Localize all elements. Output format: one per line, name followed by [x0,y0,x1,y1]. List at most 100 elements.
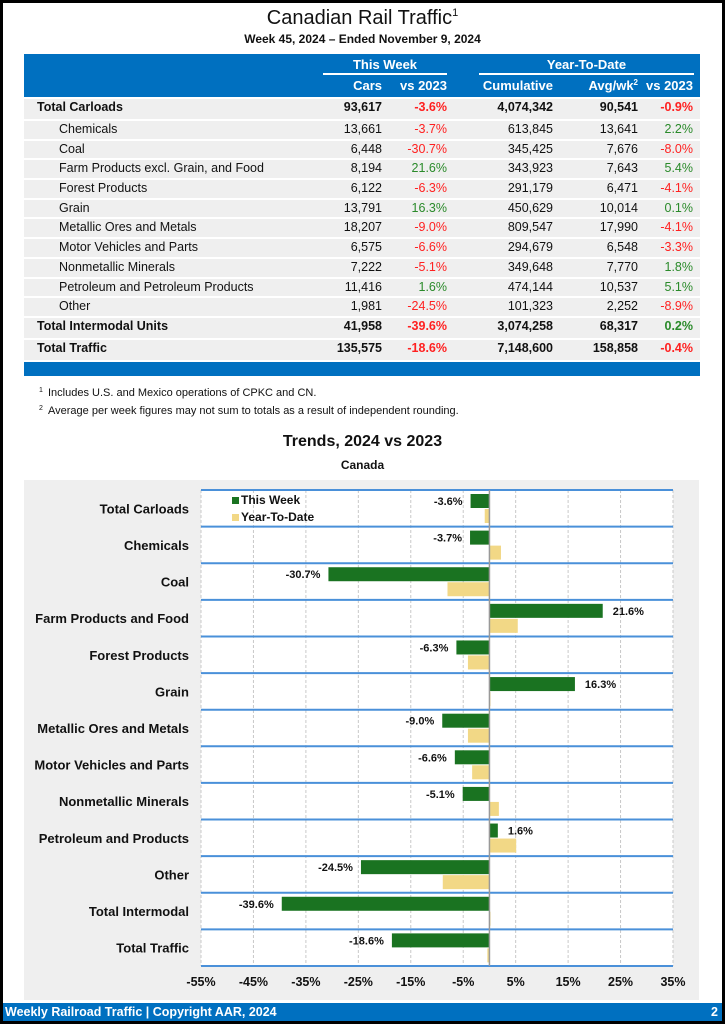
cell-ytd-vs2023: 0.1% [664,200,694,215]
title-footnote-mark: 1 [452,7,459,19]
bar-this-week [489,677,575,692]
cell-avgwk: 7,643 [606,161,638,176]
x-tick-label: 5% [507,975,525,989]
page-number: 2 [711,1005,718,1019]
bar-this-week [360,860,490,875]
bar-ytd [489,801,499,816]
cell-cumulative: 450,629 [507,200,553,215]
cell-cumulative: 474,144 [507,279,553,294]
cell-ytd-vs2023: -0.9% [660,100,693,114]
data-label: -6.6% [418,752,447,764]
bar-this-week [328,567,490,582]
x-tick-label: 25% [608,975,633,989]
data-label: 21.6% [613,606,644,618]
cell-avgwk: 2,252 [606,299,638,314]
category-label: Total Carloads [100,501,189,516]
row-label: Coal [59,141,85,156]
legend-swatch-ytd [232,514,239,521]
bar-this-week [281,896,490,911]
group-ytd-label: Year-To-Date [546,57,627,72]
data-label: -9.0% [405,716,434,728]
footnote-1: 1 Includes U.S. and Mexico operations of … [39,387,316,399]
legend-label-this-week: This Week [241,493,300,507]
cell-cumulative: 3,074,258 [497,318,553,333]
cell-avgwk: 90,541 [599,100,638,114]
footer-bar: Weekly Railroad Traffic | Copyright AAR,… [3,1003,722,1021]
row-label: Total Carloads [37,100,123,114]
row-label: Chemicals [59,122,118,136]
cell-cumulative: 613,845 [507,122,553,136]
category-label: Forest Products [89,648,189,663]
bar-this-week [391,933,490,948]
table-row: Motor Vehicles and Parts 6,575 -6.6% 294,67… [24,237,700,257]
x-tick-label: -35% [291,975,320,989]
cell-cumulative: 291,179 [507,181,553,196]
table-row: Nonmetallic Minerals 7,222 -5.1% 349,648 7,7… [24,256,700,277]
cell-vs2023: -39.6% [407,318,447,333]
footer-copyright: Weekly Railroad Traffic | Copyright AAR,… [5,1005,277,1019]
data-label: -5.1% [426,789,455,801]
table-row: Total Carloads 93,617 -3.6% 4,074,342 90,541… [24,97,700,119]
col-cars: Cars [353,78,382,93]
category-label: Total Intermodal [89,904,189,919]
cell-cars: 135,575 [336,340,382,355]
bar-this-week [454,750,490,765]
x-tick-label: -55% [186,975,215,989]
table-row: Petroleum and Petroleum Products 11,416 1.… [24,276,700,297]
chart-subtitle: Canada [340,458,385,472]
category-label: Other [154,867,189,882]
bar-ytd [467,728,490,743]
cell-vs2023: 16.3% [411,200,447,215]
cell-vs2023: -30.7% [407,141,447,156]
data-label: -24.5% [318,862,353,874]
cell-cumulative: 4,074,342 [497,100,553,114]
table-row: Forest Products 6,122 -6.3% 291,179 6,471 -4.… [24,178,700,198]
bar-this-week [442,713,490,728]
cell-ytd-vs2023: -3.3% [660,240,693,255]
cell-ytd-vs2023: 0.2% [664,318,694,333]
cell-avgwk: 13,641 [599,122,638,136]
traffic-table: This Week Year-To-Date Cars vs 2023 Cumu… [24,54,700,376]
cell-cars: 41,958 [343,318,382,333]
bar-ytd [487,948,490,963]
data-label: 16.3% [585,679,616,691]
row-label: Petroleum and Petroleum Products [59,279,254,294]
bar-this-week [489,603,603,618]
data-label: -30.7% [286,569,321,581]
cell-cumulative: 349,648 [507,259,553,274]
cell-avgwk: 17,990 [599,220,638,235]
cell-ytd-vs2023: -8.0% [660,141,693,156]
legend-label-ytd: Year-To-Date [241,510,314,524]
row-label: Nonmetallic Minerals [59,259,176,274]
cell-ytd-vs2023: -4.1% [660,181,693,196]
table-row: Total Traffic 135,575 -18.6% 7,148,600 158,8… [24,337,700,360]
cell-vs2023: -3.6% [414,100,447,114]
group-this-week-label: This Week [352,57,418,72]
page-title: Canadian Rail Traffic1 [3,7,722,30]
cell-cars: 18,207 [343,220,382,235]
x-tick-label: -25% [344,975,373,989]
category-label: Grain [155,684,189,699]
cell-vs2023: -24.5% [407,299,447,314]
category-label: Metallic Ores and Metals [37,721,189,736]
page-subtitle: Week 45, 2024 – Ended November 9, 2024 [244,32,481,46]
group-underline [323,73,447,75]
cell-ytd-vs2023: 5.1% [664,279,694,294]
x-tick-label: -45% [239,975,268,989]
table-footer-bar [24,361,700,376]
cell-cumulative: 809,547 [507,220,553,235]
table-row: Farm Products excl. Grain, and Food 8,194… [24,158,700,179]
cell-vs2023: -6.3% [414,181,447,196]
cell-cumulative: 7,148,600 [497,340,553,355]
cell-cumulative: 345,425 [507,141,553,156]
title-text: Canadian Rail Traffic [266,7,453,29]
cell-cars: 1,981 [350,299,382,314]
bar-this-week [470,494,490,508]
data-label: -39.6% [239,899,274,911]
cell-cars: 8,194 [350,161,382,176]
cell-ytd-vs2023: -8.9% [660,299,693,314]
cell-ytd-vs2023: 2.2% [664,122,694,136]
cell-avgwk: 6,471 [606,181,638,196]
bar-ytd [442,875,490,890]
cell-avgwk: 7,676 [606,141,638,156]
